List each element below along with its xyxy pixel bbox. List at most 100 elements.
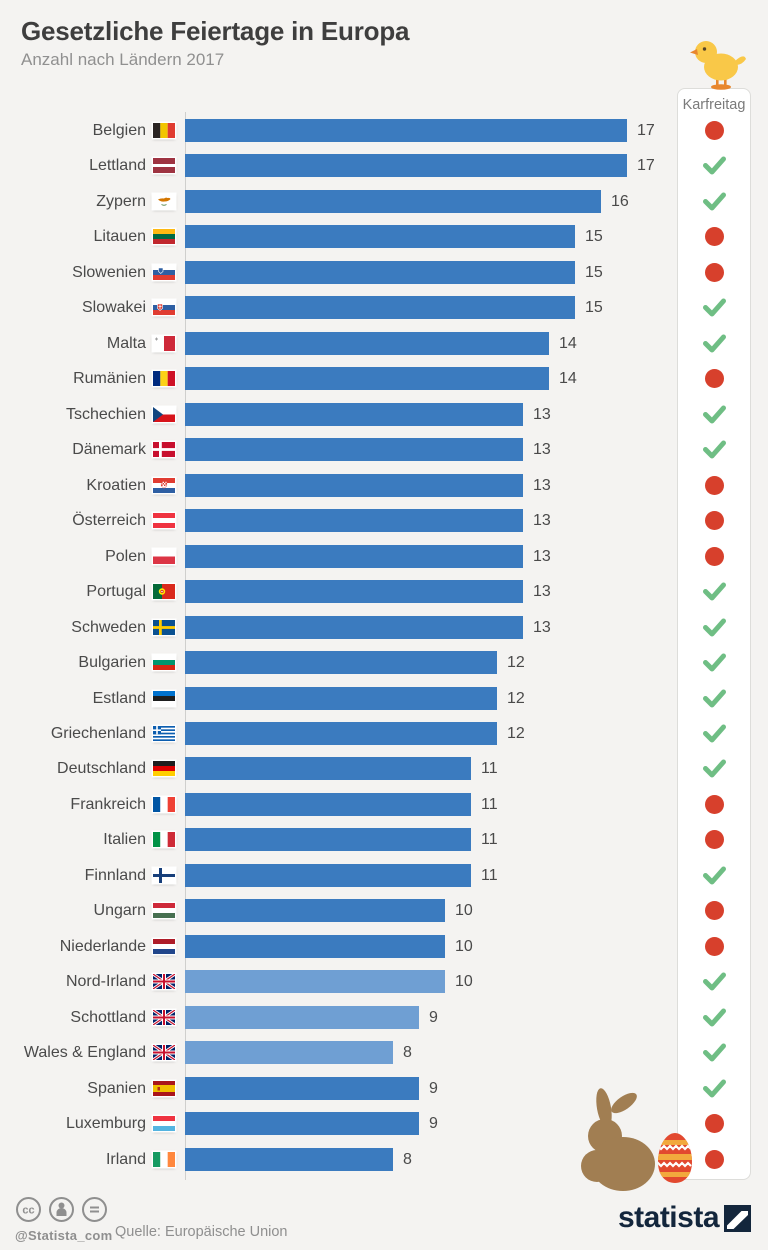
- country-label: Portugal: [86, 583, 146, 601]
- holiday-count-bar: [185, 402, 523, 426]
- karfreitag-check-icon: [700, 1035, 728, 1062]
- karfreitag-check-icon: [700, 681, 728, 708]
- country-label: Deutschland: [57, 760, 146, 778]
- holiday-count-bar: [185, 260, 575, 284]
- statista-handle: @Statista_com: [15, 1228, 113, 1243]
- bar-value-label: 11: [481, 831, 498, 849]
- country-label: Finnland: [84, 866, 146, 884]
- flag-icon-germany: [153, 761, 175, 777]
- chart-row: Belgien 17: [0, 113, 768, 148]
- bar-value-label: 16: [611, 192, 629, 210]
- country-label: Malta: [106, 334, 146, 352]
- holiday-count-bar: [185, 828, 471, 852]
- karfreitag-dot-icon: [700, 929, 728, 956]
- country-label: Spanien: [87, 1079, 146, 1097]
- karfreitag-dot-icon: [700, 1142, 728, 1169]
- holiday-count-bar: [185, 1076, 419, 1100]
- holiday-count-bar: [185, 544, 523, 568]
- holiday-count-bar: [185, 119, 627, 142]
- chart-row: Litauen 15: [0, 219, 768, 254]
- flag-icon-uk: [153, 1045, 175, 1061]
- page-subtitle: Anzahl nach Ländern 2017: [21, 50, 225, 69]
- chart-row: Finnland 11: [0, 858, 768, 893]
- holiday-count-bar: [185, 615, 523, 639]
- holiday-count-bar: [185, 473, 523, 497]
- bar-value-label: 13: [533, 405, 551, 423]
- chart-row: Österreich 13: [0, 503, 768, 538]
- flag-icon-lithuania: [153, 229, 175, 245]
- page-title: Gesetzliche Feiertage in Europa: [21, 16, 410, 46]
- chart-row: Spanien 9: [0, 1071, 768, 1106]
- flag-icon-bulgaria: [153, 655, 175, 671]
- bar-value-label: 11: [481, 795, 498, 813]
- karfreitag-dot-icon: [700, 468, 728, 495]
- karfreitag-check-icon: [700, 432, 728, 459]
- chart-row: Niederlande 10: [0, 929, 768, 964]
- country-label: Belgien: [92, 122, 146, 139]
- flag-icon-slovakia: [153, 300, 175, 316]
- country-label: Tschechien: [65, 405, 146, 423]
- country-label: Schottland: [70, 1008, 146, 1026]
- bar-value-label: 17: [637, 122, 655, 139]
- cc-nd-icon: [82, 1197, 107, 1222]
- flag-icon-slovenia: [153, 264, 175, 280]
- bar-value-label: 15: [585, 263, 603, 281]
- flag-icon-hungary: [153, 903, 175, 919]
- country-label: Irland: [105, 1150, 146, 1168]
- flag-icon-latvia: [153, 158, 175, 174]
- flag-icon-france: [153, 796, 175, 812]
- chart-row: Estland 12: [0, 681, 768, 716]
- bar-value-label: 14: [559, 334, 577, 352]
- country-label: Niederlande: [59, 937, 146, 955]
- cc-by-icon: [49, 1197, 74, 1222]
- flag-icon-belgium: [153, 123, 175, 138]
- karfreitag-check-icon: [700, 1071, 728, 1098]
- source-label: Quelle: Europäische Union: [115, 1224, 288, 1240]
- country-label: Griechenland: [50, 724, 146, 742]
- country-label: Kroatien: [86, 476, 146, 494]
- cc-icon: cc: [16, 1197, 41, 1222]
- svg-text:cc: cc: [22, 1205, 34, 1217]
- bar-value-label: 13: [533, 547, 551, 565]
- holiday-count-bar: [185, 367, 549, 391]
- holiday-count-bar: [185, 509, 523, 533]
- holiday-count-bar: [185, 651, 497, 675]
- country-label: Luxemburg: [65, 1115, 146, 1133]
- flag-icon-croatia: [153, 477, 175, 493]
- bar-value-label: 10: [455, 937, 473, 955]
- chart-row: Frankreich 11: [0, 787, 768, 822]
- chart-row: Rumänien 14: [0, 361, 768, 396]
- holiday-count-bar: [185, 154, 627, 178]
- karfreitag-dot-icon: [700, 787, 728, 814]
- flag-icon-uk: [153, 974, 175, 990]
- holiday-count-bar: [185, 438, 523, 462]
- holiday-count-bar: [185, 970, 445, 994]
- chart-row: Tschechien 13: [0, 397, 768, 432]
- country-label: Schweden: [71, 618, 146, 636]
- bar-value-label: 9: [429, 1115, 438, 1133]
- bar-value-label: 10: [455, 902, 473, 920]
- karfreitag-dot-icon: [700, 255, 728, 282]
- bar-value-label: 11: [481, 866, 498, 884]
- bar-value-label: 9: [429, 1008, 438, 1026]
- country-label: Frankreich: [70, 795, 146, 813]
- flag-icon-ireland: [153, 1151, 175, 1167]
- chart-row: Polen 13: [0, 539, 768, 574]
- flag-icon-cyprus: [153, 193, 175, 209]
- chart-row: Kroatien 13: [0, 468, 768, 503]
- easter-bunny-icon: [577, 1086, 661, 1192]
- bar-value-label: 13: [533, 583, 551, 601]
- holiday-count-bar: [185, 757, 471, 781]
- bar-value-label: 13: [533, 618, 551, 636]
- karfreitag-check-icon: [700, 751, 728, 778]
- chart-row: Malta 14: [0, 326, 768, 361]
- flag-icon-romania: [153, 371, 175, 387]
- country-label: Lettland: [89, 157, 146, 175]
- flag-icon-sweden: [153, 619, 175, 635]
- easter-egg-icon: [656, 1132, 694, 1184]
- country-label: Bulgarien: [78, 654, 146, 672]
- statista-logo-icon: [724, 1204, 751, 1232]
- karfreitag-check-icon: [700, 645, 728, 672]
- easter-chick-icon: [690, 38, 750, 90]
